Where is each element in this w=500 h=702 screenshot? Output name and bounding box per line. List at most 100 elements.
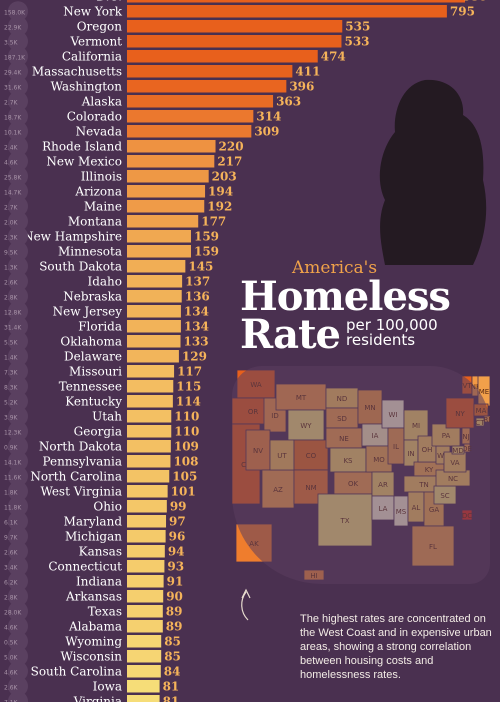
bar-9 (127, 125, 252, 138)
count-bubble-19 (8, 271, 28, 292)
value-label-20: 136 (185, 289, 210, 303)
count-bubble-24 (8, 346, 28, 367)
count-bubble-27 (8, 391, 28, 412)
bar-10 (127, 140, 216, 153)
count-label-6: 31.6K (4, 84, 22, 91)
bar-25 (127, 365, 175, 378)
value-label-10: 220 (219, 139, 244, 153)
bar-15 (127, 215, 199, 228)
bar-34 (127, 500, 167, 513)
value-label-17: 159 (194, 244, 219, 258)
value-label-4: 474 (321, 49, 346, 63)
category-label-44: Wisconsin (60, 649, 122, 663)
value-label-37: 94 (168, 544, 185, 558)
count-label-3: 3.5K (4, 39, 19, 46)
count-bubble-38 (8, 556, 28, 577)
count-bubble-40 (8, 586, 28, 607)
count-bubble-41 (8, 601, 28, 622)
bar-0 (127, 0, 465, 3)
title-homeless: Homeless (240, 273, 451, 320)
count-bubble-34 (8, 496, 28, 517)
count-label-38: 3.4K (4, 564, 19, 571)
category-label-23: Oklahoma (60, 334, 122, 348)
value-label-31: 108 (173, 454, 198, 468)
count-bubble-8 (8, 106, 28, 127)
category-label-3: Vermont (69, 34, 122, 48)
bar-20 (127, 290, 182, 303)
bar-45 (127, 665, 161, 678)
bar-3 (127, 35, 342, 48)
category-label-40: Arkansas (65, 589, 122, 603)
value-label-3: 533 (344, 34, 369, 48)
value-label-5: 411 (295, 64, 320, 78)
category-label-29: Georgia (74, 424, 122, 438)
value-label-7: 363 (276, 94, 301, 108)
category-label-16: New Hampshire (23, 229, 122, 243)
count-label-16: 2.3K (4, 234, 19, 241)
count-bubble-39 (8, 571, 28, 592)
count-bubble-43 (8, 631, 28, 652)
bar-42 (127, 620, 163, 633)
value-label-34: 99 (170, 499, 187, 513)
value-label-8: 314 (256, 109, 281, 123)
title-rate: Rate (240, 311, 341, 358)
bar-2 (127, 20, 343, 33)
count-label-43: 0.5K (4, 639, 19, 646)
bar-28 (127, 410, 172, 423)
category-label-27: Kentucky (65, 394, 122, 408)
count-label-28: 3.9K (4, 414, 19, 421)
count-label-21: 12.8K (4, 309, 22, 316)
value-label-21: 134 (184, 304, 209, 318)
bar-12 (127, 170, 209, 183)
count-label-29: 12.3K (4, 429, 22, 436)
count-bubble-4 (8, 46, 28, 67)
count-label-13: 14.7K (4, 189, 22, 196)
count-bubble-44 (8, 646, 28, 667)
value-label-38: 93 (167, 559, 184, 573)
category-label-24: Delaware (64, 349, 122, 363)
bar-7 (127, 95, 274, 108)
category-label-42: Alabama (68, 619, 122, 633)
category-label-10: Rhode Island (42, 139, 122, 153)
value-label-43: 85 (164, 634, 181, 648)
note-arrowhead (241, 588, 251, 599)
value-label-27: 114 (176, 394, 201, 408)
bar-43 (127, 635, 162, 648)
count-label-4: 187.1K (4, 54, 26, 61)
category-label-2: Oregon (77, 19, 123, 33)
count-label-40: 2.8K (4, 594, 19, 601)
count-label-1: 158.0K (4, 9, 26, 16)
value-label-2: 535 (345, 19, 370, 33)
category-label-9: Nevada (76, 124, 122, 138)
count-bubble-46 (8, 676, 28, 697)
chart-title-block: America's Homeless Rate per 100,000 resi… (240, 258, 495, 358)
value-label-19: 137 (185, 274, 210, 288)
value-label-42: 89 (166, 619, 183, 633)
count-bubble-17 (8, 241, 28, 262)
value-label-22: 134 (184, 319, 209, 333)
count-label-18: 1.3K (4, 264, 19, 271)
bar-18 (127, 260, 186, 273)
value-label-11: 217 (217, 154, 242, 168)
count-bubble-15 (8, 211, 28, 232)
us-map-backdrop (232, 366, 490, 584)
count-label-7: 2.7K (4, 99, 19, 106)
category-label-31: Pennsylvania (42, 454, 122, 468)
count-bubble-23 (8, 331, 28, 352)
bar-33 (127, 485, 168, 498)
count-bubble-5 (8, 61, 28, 82)
bar-24 (127, 350, 179, 363)
count-bubble-37 (8, 541, 28, 562)
count-label-32: 11.6K (4, 474, 22, 481)
bar-1 (127, 5, 447, 18)
value-label-32: 105 (172, 469, 197, 483)
value-label-12: 203 (212, 169, 237, 183)
count-bubble-29 (8, 421, 28, 442)
bar-30 (127, 440, 171, 453)
bar-31 (127, 455, 171, 468)
value-label-6: 396 (289, 79, 314, 93)
count-bubble-26 (8, 376, 28, 397)
count-label-45: 4.6K (4, 669, 19, 676)
bar-40 (127, 590, 164, 603)
count-label-26: 8.3K (4, 384, 19, 391)
